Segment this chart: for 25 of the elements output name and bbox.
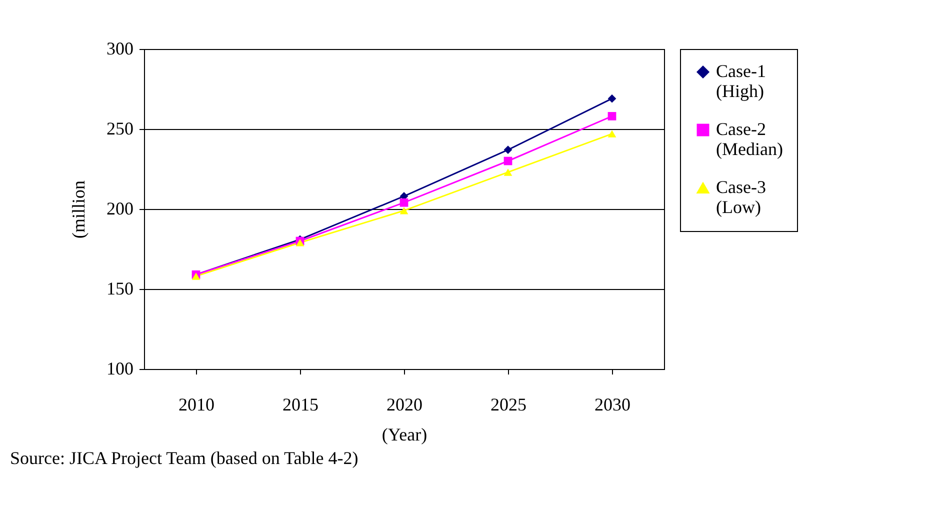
legend-label: Case-2 (Median)	[716, 119, 783, 159]
point	[608, 130, 616, 138]
point	[192, 272, 200, 280]
y-axis-title: (million	[68, 180, 88, 238]
point	[400, 206, 408, 214]
x-tick-label: 2025	[490, 394, 526, 414]
y-tick-label: 200	[106, 198, 134, 218]
x-tick-label: 2020	[386, 394, 422, 414]
source-note: Source: JICA Project Team (based on Table 4-2)	[10, 448, 358, 468]
x-axis-title: (Year)	[382, 424, 428, 444]
y-tick-label: 300	[106, 38, 134, 58]
y-tick-label: 250	[106, 118, 134, 138]
legend-label: Case-1 (High)	[716, 61, 766, 101]
point	[504, 156, 512, 166]
point	[608, 94, 616, 103]
point	[608, 112, 616, 120]
x-tick-label: 2030	[594, 394, 630, 414]
y-tick-label: 150	[106, 278, 134, 298]
y-tick-label: 100	[106, 358, 134, 378]
point	[504, 168, 512, 176]
x-tick-label: 2010	[178, 394, 214, 414]
point	[504, 146, 512, 154]
point	[400, 198, 408, 207]
legend-label: Case-3 (Low)	[716, 177, 766, 217]
x-tick-label: 2015	[282, 394, 318, 414]
